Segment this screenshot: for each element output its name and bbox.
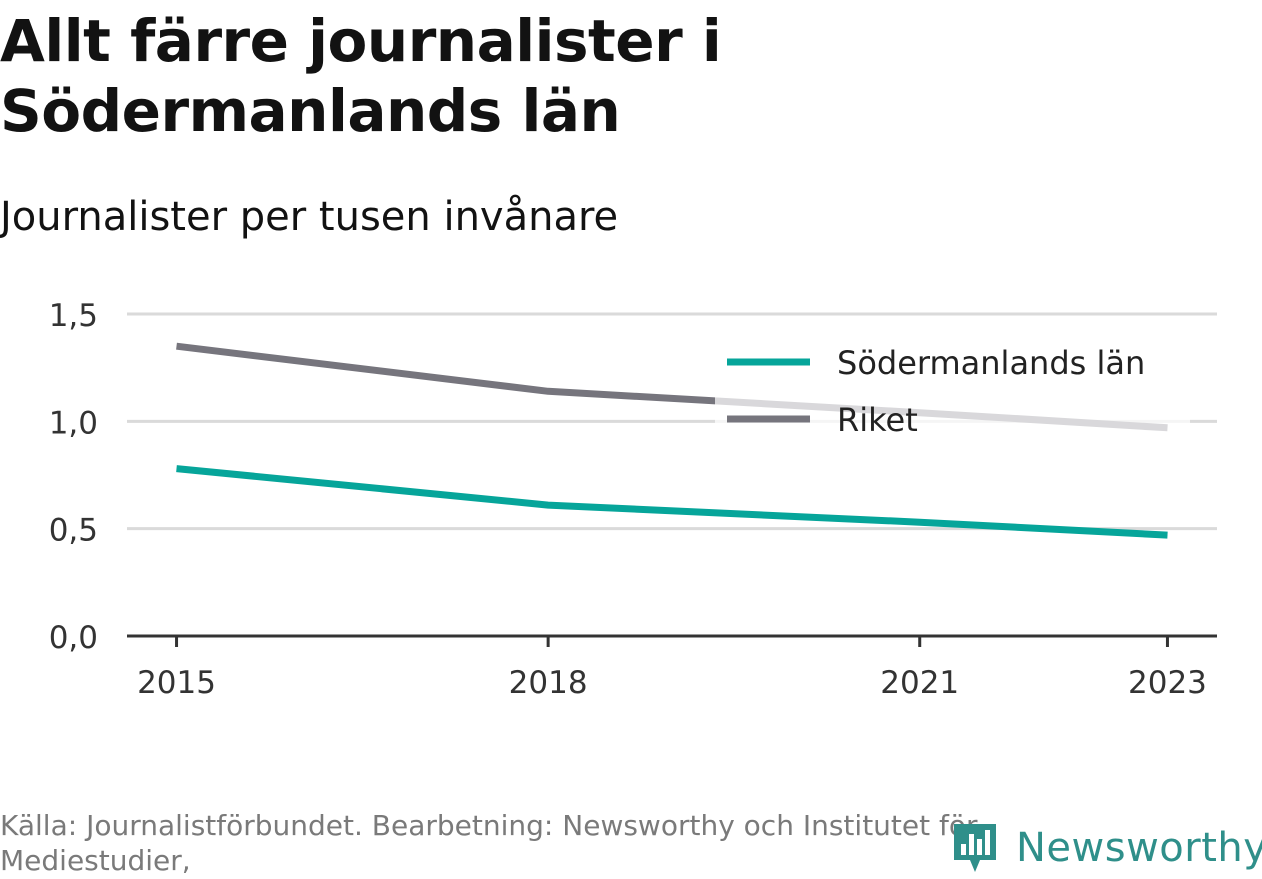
x-tick-label: 2023	[1128, 665, 1207, 701]
chart-title: Allt färre journalister i Södermanlands …	[0, 7, 722, 145]
legend-label: Södermanlands län	[837, 344, 1145, 382]
line-chart: 0,0 0,5 1,0 1,5 2015 2018 2021 2023 Södermanla…	[49, 298, 1217, 701]
x-tick-label: 2021	[880, 665, 959, 701]
series-line-0	[176, 465, 1168, 539]
logo-text: Newsworthy	[1016, 825, 1262, 871]
x-tick-label: 2015	[137, 665, 216, 701]
y-tick-label: 1,0	[49, 405, 98, 441]
source-note: Källa: Journalistförbundet. Bearbetning:…	[0, 809, 978, 877]
chart-subtitle: Journalister per tusen invånare	[0, 194, 619, 240]
y-axis-ticks: 0,0 0,5 1,0 1,5	[49, 298, 98, 656]
x-axis-ticks: 2015 2018 2021 2023	[127, 634, 1217, 701]
legend: Södermanlands län Riket	[715, 332, 1190, 454]
legend-label: Riket	[837, 401, 918, 439]
legend-background	[715, 332, 1190, 454]
y-tick-label: 0,5	[49, 513, 98, 549]
y-tick-label: 1,5	[49, 298, 98, 334]
newsworthy-logo: Newsworthy	[950, 820, 1262, 876]
newsworthy-bar-chart-icon	[954, 824, 996, 872]
y-tick-label: 0,0	[49, 620, 98, 656]
x-tick-label: 2018	[509, 665, 588, 701]
